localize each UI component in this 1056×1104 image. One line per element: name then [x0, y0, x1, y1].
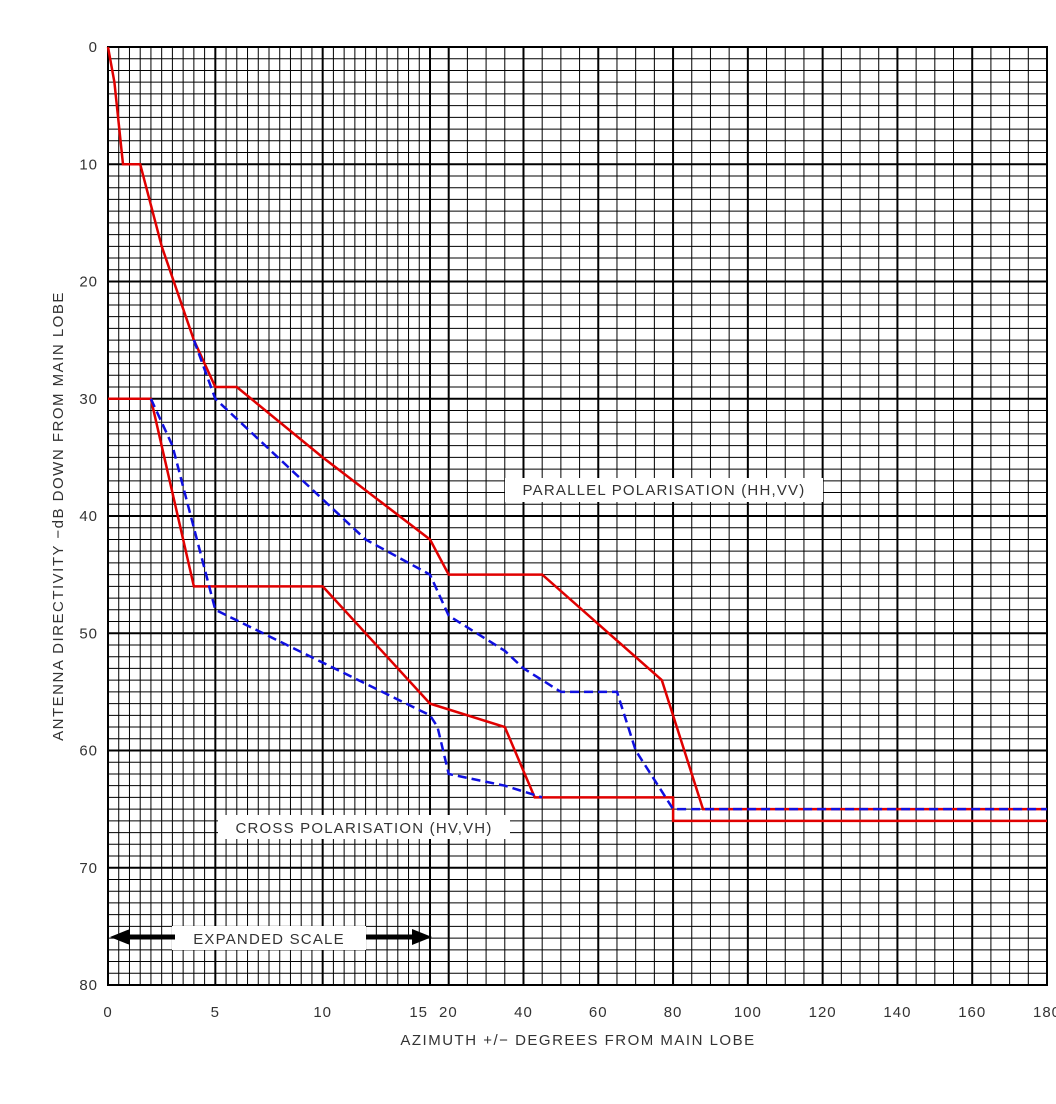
x-tick-label: 40 [514, 1004, 533, 1021]
expanded-scale-marker: EXPANDED SCALE [110, 926, 432, 950]
x-tick-label: 140 [883, 1004, 911, 1021]
y-tick-label: 70 [79, 860, 98, 877]
cross-polarisation-label: CROSS POLARISATION (HV,VH) [235, 820, 492, 837]
x-tick-label: 160 [958, 1004, 986, 1021]
x-tick-label: 80 [664, 1004, 683, 1021]
tick-labels: 0 5 10 15 20 40 60 80 100 120 140 160 180 0 10 20 30 40 50… [79, 39, 1056, 1021]
envelope-line-2 [108, 397, 1047, 823]
x-tick-label: 10 [313, 1004, 332, 1021]
y-tick-label: 50 [79, 625, 98, 642]
y-tick-label: 10 [79, 156, 98, 173]
x-tick-label: 60 [589, 1004, 608, 1021]
series-layer [106, 46, 1047, 823]
x-tick-label: 20 [439, 1004, 458, 1021]
y-tick-label: 20 [79, 274, 98, 291]
x-tick-label: 15 [409, 1004, 428, 1021]
y-tick-label: 80 [79, 977, 98, 994]
parallel-polarisation-label: PARALLEL POLARISATION (HH,VV) [523, 482, 806, 499]
x-tick-label: 0 [103, 1004, 112, 1021]
parallel-label-bg [505, 478, 823, 502]
arrow-left-icon [110, 929, 130, 945]
x-tick-label: 5 [211, 1004, 220, 1021]
y-tick-label: 40 [79, 508, 98, 525]
cross-label-bg [218, 815, 510, 839]
x-axis-title: AZIMUTH +/− DEGREES FROM MAIN LOBE [400, 1032, 755, 1049]
measured-line-4 [149, 398, 543, 799]
envelope-line-1 [106, 46, 1047, 811]
y-tick-label: 60 [79, 743, 98, 760]
x-tick-label: 120 [809, 1004, 837, 1021]
x-tick-label: 100 [734, 1004, 762, 1021]
plot-frame [107, 46, 1048, 986]
x-tick-label: 180 [1033, 1004, 1056, 1021]
expanded-scale-bg [172, 926, 366, 950]
y-tick-label: 0 [89, 39, 98, 56]
y-tick-label: 30 [79, 391, 98, 408]
measured-line-3 [192, 339, 1047, 811]
grid [107, 46, 1048, 986]
expanded-scale-label: EXPANDED SCALE [193, 931, 345, 948]
arrow-right-icon [412, 929, 432, 945]
y-axis-title: ANTENNA DIRECTIVITY −dB DOWN FROM MAIN L… [50, 291, 67, 741]
